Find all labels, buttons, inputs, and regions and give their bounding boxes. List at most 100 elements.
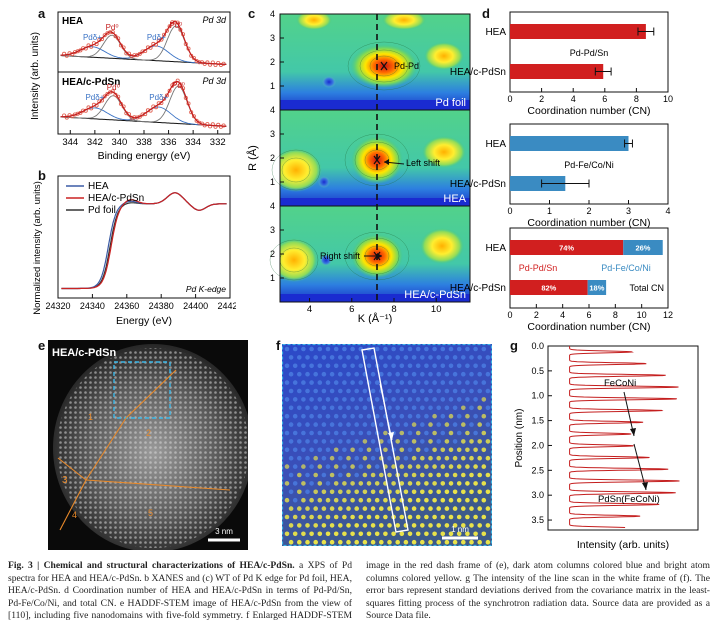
atom-column (403, 371, 409, 377)
atom-column (452, 506, 458, 511)
atom-column (436, 355, 441, 360)
atom-column (444, 388, 450, 394)
atom-column (284, 497, 290, 503)
atom-column (432, 447, 437, 453)
panel-label-e: e (38, 338, 46, 353)
atom-column (288, 388, 294, 394)
atom-column (329, 472, 335, 478)
atom-column (333, 413, 339, 419)
haadf-domain-boundaries (57, 369, 231, 531)
atom-column (333, 497, 339, 503)
atom-column (366, 464, 372, 469)
atom-column (481, 430, 487, 436)
atom-column (440, 464, 446, 469)
xps-data-point (167, 24, 172, 29)
atom-column (321, 371, 327, 377)
atom-column (321, 388, 327, 394)
cn-xtick-label: 2 (539, 94, 544, 104)
atom-column (481, 346, 487, 352)
atom-column (477, 472, 482, 478)
atom-column (399, 346, 405, 352)
atom-column (461, 472, 466, 478)
atom-column (329, 539, 335, 545)
atom-column (444, 523, 450, 528)
atom-column (420, 506, 425, 511)
atom-column (325, 464, 331, 469)
cn-xtick-label: 6 (586, 310, 591, 320)
atom-column (374, 413, 380, 419)
atom-column (329, 422, 335, 427)
atom-column (346, 355, 351, 360)
wt-ytick-label: 4 (270, 201, 275, 211)
atom-column (292, 346, 298, 352)
xps-peak-label: Pdδ+ (85, 93, 104, 102)
atom-column (288, 371, 294, 377)
atom-column (329, 388, 335, 394)
atom-column (407, 497, 413, 503)
atom-column (317, 397, 323, 402)
atom-column (362, 523, 368, 528)
atom-column (288, 355, 294, 360)
atom-column (407, 531, 413, 537)
atom-column (288, 506, 294, 511)
atom-column (407, 447, 413, 453)
caption-body: a XPS of Pd spectra for HEA and HEA/c-Pd… (8, 560, 710, 622)
xanes-xlabel: Energy (eV) (116, 315, 172, 327)
wt-name-hea: HEA (443, 193, 466, 205)
atom-column (415, 346, 421, 352)
atom-column (448, 397, 454, 402)
line-scan-frame (361, 347, 409, 533)
atom-column (411, 388, 417, 394)
atom-column (374, 497, 380, 503)
atom-column (317, 531, 323, 537)
atom-column (428, 355, 433, 360)
atom-column (428, 489, 433, 495)
cn-category-label: HEA/c-PdSn (450, 283, 506, 294)
atom-column (354, 489, 359, 495)
xps-data-point (216, 61, 221, 66)
atom-column (362, 506, 368, 511)
atom-column (292, 497, 298, 503)
atom-column (317, 346, 323, 352)
atom-column (391, 397, 396, 402)
xps-data-point (102, 94, 107, 99)
atom-column (358, 497, 364, 503)
atom-column (448, 497, 454, 503)
atom-column (456, 447, 462, 453)
xps-xtick-label: 342 (87, 137, 103, 148)
atom-column (477, 455, 482, 461)
atom-column (325, 430, 331, 436)
atom-column (325, 363, 331, 369)
atom-column (366, 481, 372, 486)
linescan-ytick-label: 0.0 (531, 341, 544, 351)
atom-column (338, 506, 343, 511)
cn-category-label: HEA (485, 243, 506, 254)
atom-column (415, 514, 421, 520)
atom-column (448, 531, 454, 537)
xps-peak-label: Pd⁰ (106, 23, 119, 32)
atom-column (440, 397, 446, 402)
atom-column (338, 455, 343, 461)
atom-column (284, 464, 290, 469)
cn-series-label: Pd-Fe/Co/Ni (601, 263, 651, 273)
wt-ytick-label: 2 (270, 249, 275, 259)
atom-column (403, 455, 409, 461)
atom-column (415, 430, 421, 436)
atom-column (313, 455, 318, 461)
atom-column (313, 371, 318, 377)
atom-column (305, 422, 310, 427)
atom-column (428, 439, 433, 444)
atom-column (436, 422, 441, 427)
wt-ytick-label: 4 (270, 9, 275, 19)
atom-column (469, 489, 474, 495)
atom-column (350, 430, 355, 436)
atom-column (358, 481, 364, 486)
xps-pdsn-label: HEA/c-PdSn (62, 77, 120, 88)
atom-column (358, 363, 364, 369)
cn-bar-percent: 18% (589, 284, 604, 293)
atom-column (461, 489, 466, 495)
xps-peak-label: Pd⁰ (107, 83, 120, 92)
wt-xtick-label: 8 (391, 304, 396, 315)
xanes-xtick-label: 24420 (217, 301, 236, 311)
atom-column (346, 439, 351, 444)
